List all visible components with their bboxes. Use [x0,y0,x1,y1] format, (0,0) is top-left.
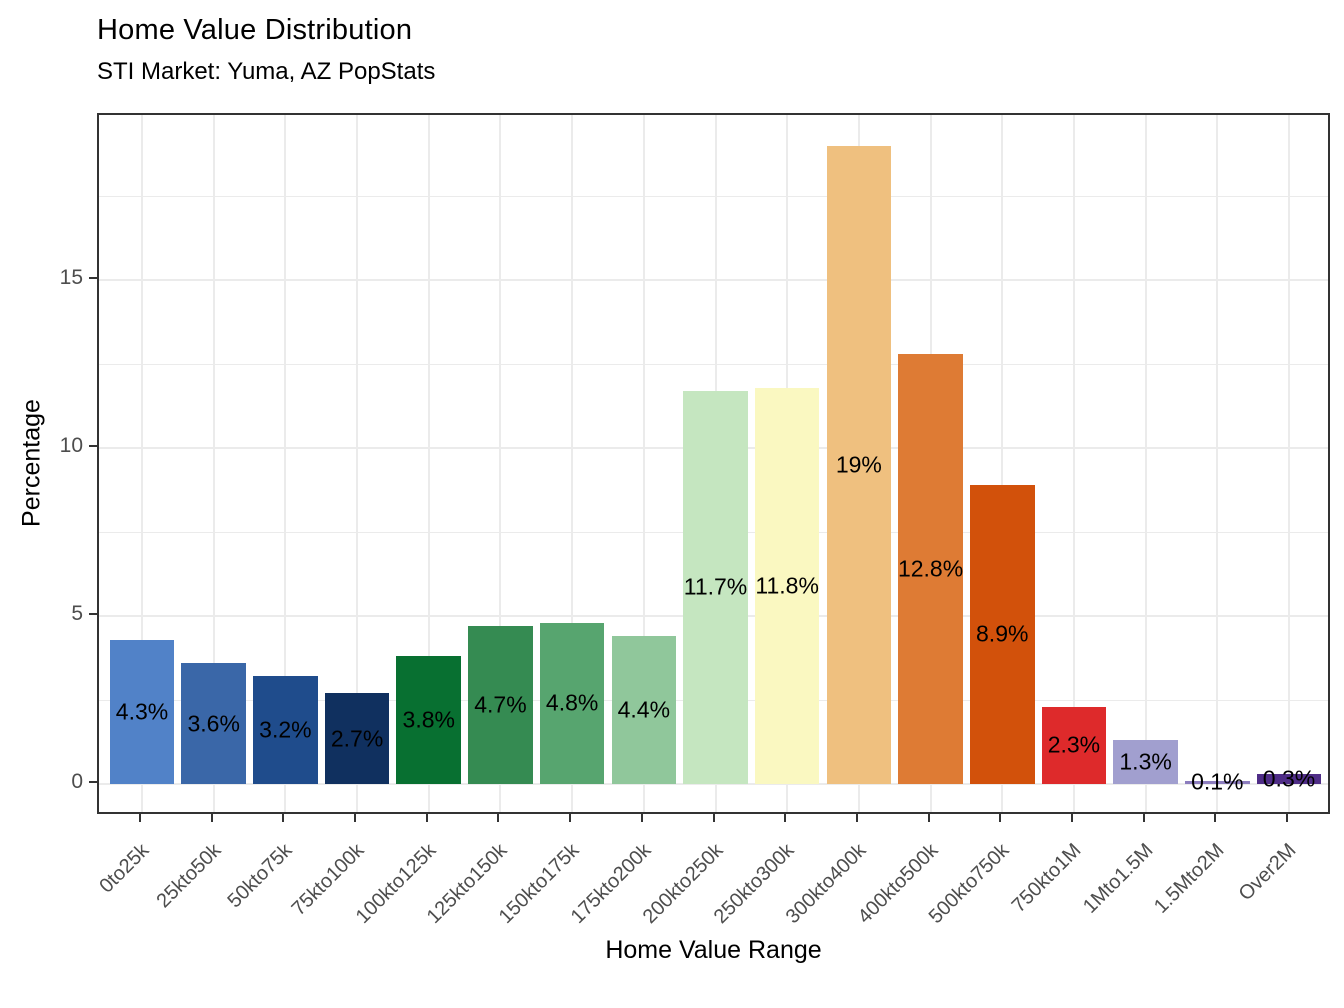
y-tick-label: 5 [71,602,83,625]
x-axis-tick [855,814,858,822]
x-axis-tick [139,814,141,822]
bar-300kto400k [826,145,892,784]
bar-value-label: 1.3% [1119,748,1172,775]
bar-value-label: 12.8% [897,555,964,582]
bar-1Mto1.5M [1113,740,1178,784]
plot-panel: 4.3% 3.6% 3.2% 2.7% 3.8% 4.7% 4.8% 4.4% 11.7% 11.… [97,113,1330,814]
gridline-major [99,783,1328,785]
gridline-minor [99,364,1328,365]
x-axis-tick [497,814,500,822]
bar-150kto175k [539,622,605,784]
bar-value-label: 2.3% [1047,731,1101,758]
bar-value-label: 3.6% [187,710,240,737]
bar-200kto250k [683,390,748,784]
gridline-vertical [212,115,215,812]
bar-value-label: 11.7% [683,573,748,600]
x-axis-tick [282,814,285,822]
gridline-vertical [1001,115,1004,812]
x-axis-title: Home Value Range [605,936,822,964]
x-axis-tick [927,814,930,822]
y-tick-label: 0 [71,770,83,793]
y-axis-tick [89,613,97,615]
gridline-minor [99,196,1328,197]
y-axis-title: Percentage [17,399,46,527]
gridline-major [99,279,1328,281]
gridline-vertical [356,115,359,812]
bar-value-label: 2.7% [330,725,384,752]
gridline-vertical [1144,115,1147,812]
x-axis-tick [640,814,643,822]
gridline-vertical [571,115,574,812]
bar-100kto125k [396,656,461,784]
bar-175kto200k [611,636,677,784]
bar-400kto500k [898,353,963,784]
bar-50kto75k [253,676,318,784]
bar-25kto50k [181,663,246,784]
x-axis-tick [712,814,715,822]
gridline-vertical [499,115,502,812]
bar-value-label: 19% [835,451,882,478]
x-axis-tick [569,814,572,822]
gridline-vertical [1287,115,1290,812]
bar-value-label: 11.8% [755,572,819,599]
bar-250kto300k [754,387,820,784]
bar-value-label: 3.8% [402,706,455,733]
y-tick-label: 15 [59,266,83,289]
bar-750kto1M [1041,706,1107,784]
bar-value-label: 4.4% [617,696,671,723]
x-axis-tick [999,814,1002,822]
chart-title: Home Value Distribution [97,14,413,46]
y-axis-tick [89,445,97,447]
x-axis-tick [425,814,428,822]
y-axis-tick [89,781,97,783]
bar-0to25k [109,639,175,784]
y-tick-label: 10 [59,434,83,457]
gridline-vertical [141,115,143,812]
gridline-vertical [1216,115,1219,812]
bar-value-label: 4.7% [474,691,527,718]
gridline-vertical [284,115,287,812]
bar-75kto100k [324,693,390,784]
chart-subtitle: STI Market: Yuma, AZ PopStats [97,58,436,85]
gridline-vertical [1072,115,1075,812]
bar-value-label: 0.1% [1191,768,1244,795]
bar-value-label: 8.9% [976,620,1029,647]
x-axis-tick [1285,814,1288,822]
gridline-vertical [642,115,645,812]
bar-1.5Mto2M [1185,780,1250,784]
y-axis-tick [89,277,97,279]
bar-125kto150k [468,626,533,784]
bar-Over2M [1256,773,1322,784]
x-axis-tick [210,814,213,822]
bar-500kto750k [969,484,1035,784]
bar-value-label: 4.3% [115,698,169,725]
bar-value-label: 3.2% [259,716,312,743]
x-axis-tick [784,814,787,822]
bar-value-label: 4.8% [545,689,599,716]
x-axis-tick [1142,814,1145,822]
x-axis-tick [354,814,357,822]
x-axis-tick [1070,814,1073,822]
x-axis-tick [1214,814,1217,822]
gridline-vertical [427,115,430,812]
bar-value-label: 0.3% [1262,765,1316,792]
